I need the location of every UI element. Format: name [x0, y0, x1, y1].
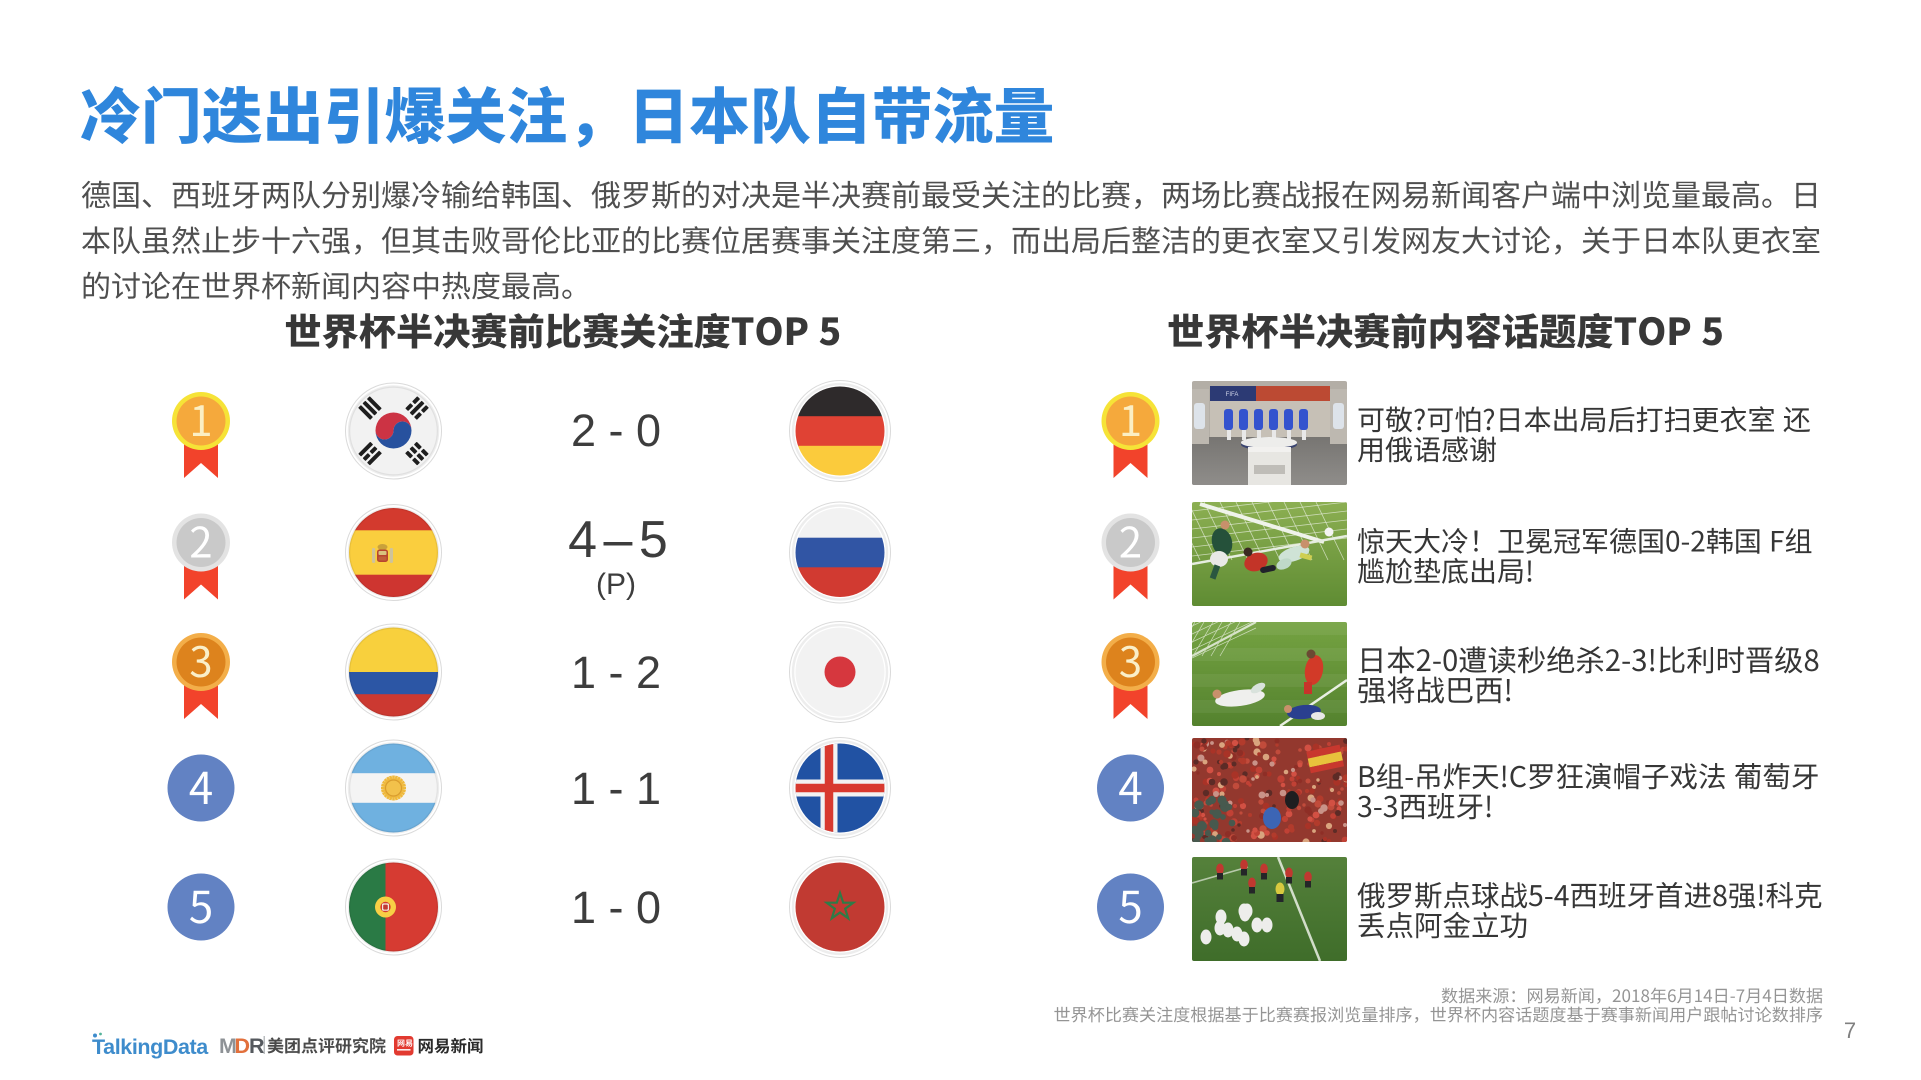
svg-text:FIFA: FIFA — [1226, 392, 1239, 398]
svg-text:1 - 2: 1 - 2 — [571, 647, 661, 698]
svg-text:D: D — [235, 1034, 250, 1058]
svg-text:M: M — [219, 1034, 236, 1058]
svg-text:2 - 0: 2 - 0 — [571, 405, 661, 456]
svg-text:TalkingData: TalkingData — [92, 1035, 209, 1059]
svg-text:7: 7 — [1844, 1018, 1856, 1043]
svg-text:1 - 0: 1 - 0 — [571, 882, 661, 933]
svg-text:(P): (P) — [596, 568, 636, 601]
svg-text:1 - 1: 1 - 1 — [571, 763, 661, 814]
svg-text:4 – 5: 4 – 5 — [568, 511, 666, 569]
svg-text:R: R — [249, 1034, 265, 1058]
